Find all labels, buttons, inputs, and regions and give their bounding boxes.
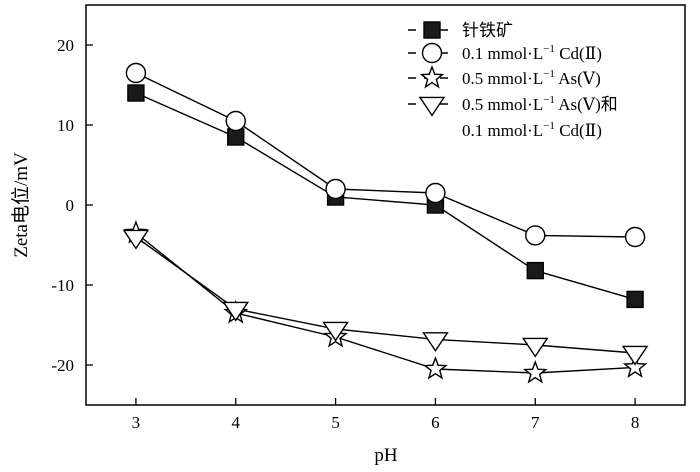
legend-label-3: 0.5 mmol·L−1 As(Ⅴ) (462, 68, 601, 88)
data-point-series-2 (624, 226, 646, 248)
x-axis-label: pH (374, 445, 398, 466)
plot-frame (85, 4, 686, 406)
series-line-1 (135, 92, 636, 301)
data-point-series-4 (322, 321, 349, 342)
legend-marker-2 (421, 42, 443, 64)
legend-label-4-line2: 0.1 mmol·L−1 Cd(Ⅱ) (462, 120, 602, 140)
legend-marker-1 (423, 21, 441, 39)
x-tick-label: 3 (132, 413, 141, 432)
data-point-series-3 (622, 354, 648, 378)
data-point-series-1 (227, 128, 245, 146)
data-point-series-4 (521, 337, 549, 358)
data-point-series-4 (621, 345, 649, 366)
y-tick-label: 20 (57, 36, 74, 55)
legend-marker-3 (419, 65, 445, 89)
data-point-series-4 (122, 229, 150, 250)
x-tick-label: 4 (232, 413, 241, 432)
series-markers (122, 62, 649, 384)
data-point-series-2 (525, 225, 546, 246)
axis-ticks: 3 4 5 6 7 8 20 10 0 -10 -20 (51, 36, 639, 432)
data-point-series-1 (626, 290, 644, 309)
legend-marker-4 (418, 96, 446, 117)
y-tick-label: -10 (51, 276, 74, 295)
y-tick-label: 0 (66, 196, 75, 215)
x-tick-label: 5 (331, 413, 340, 432)
data-point-series-3 (423, 356, 448, 380)
data-point-series-2 (425, 182, 446, 204)
x-tick-label: 6 (431, 413, 440, 432)
data-point-series-2 (325, 178, 346, 200)
data-point-series-4 (222, 301, 250, 322)
x-tick-label: 8 (631, 413, 640, 432)
series-lines (135, 72, 636, 374)
series-line-2 (135, 72, 636, 238)
series-line-3 (135, 232, 636, 374)
legend-label-1: 针铁矿 (462, 21, 513, 40)
data-point-series-2 (225, 110, 246, 132)
data-point-series-2 (125, 62, 147, 84)
series-line-4 (135, 236, 636, 354)
y-tick-label: -20 (51, 356, 74, 375)
data-point-series-3 (522, 360, 548, 384)
data-point-series-4 (422, 332, 449, 353)
legend-label-2: 0.1 mmol·L−1 Cd(Ⅱ) (462, 43, 602, 63)
legend-label-4: 0.5 mmol·L−1 As(Ⅴ)和 (462, 94, 618, 114)
y-axis-label: Zeta电位/mV (10, 152, 32, 258)
y-tick-label: 10 (57, 116, 74, 135)
legend: 针铁矿 0.1 mmol·L−1 Cd(Ⅱ) 0.5 mmol·L−1 As(Ⅴ) 0… (408, 21, 618, 140)
data-point-series-1 (526, 261, 544, 280)
x-tick-label: 7 (531, 413, 540, 432)
data-point-series-1 (127, 84, 145, 102)
